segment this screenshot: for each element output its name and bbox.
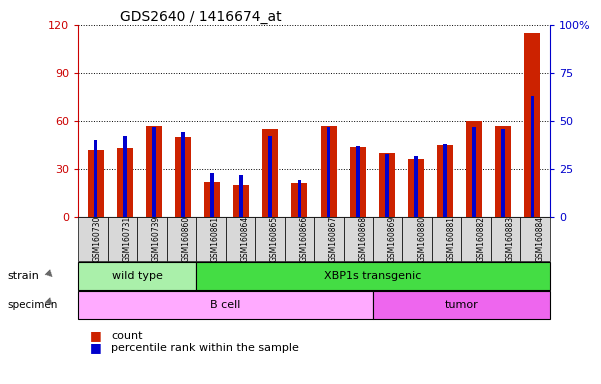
Text: GSM160884: GSM160884 — [535, 216, 544, 262]
Bar — [350, 147, 366, 217]
Bar — [531, 96, 534, 217]
Bar — [123, 136, 127, 217]
Text: tumor: tumor — [445, 300, 478, 310]
Bar — [437, 145, 453, 217]
Bar — [297, 180, 301, 217]
Bar — [414, 156, 418, 217]
Text: specimen: specimen — [7, 300, 58, 310]
Text: ▶: ▶ — [43, 296, 55, 308]
Bar — [175, 137, 191, 217]
Bar — [233, 185, 249, 217]
Text: GSM160882: GSM160882 — [476, 216, 485, 262]
Text: GSM160731: GSM160731 — [123, 216, 132, 262]
Bar — [210, 173, 214, 217]
Bar — [320, 126, 337, 217]
Text: GSM160861: GSM160861 — [211, 216, 220, 262]
Text: GSM160880: GSM160880 — [417, 216, 426, 262]
Text: GSM160867: GSM160867 — [329, 216, 338, 262]
Text: GSM160881: GSM160881 — [447, 216, 456, 262]
Bar — [94, 140, 97, 217]
Bar — [181, 132, 185, 217]
Bar — [291, 184, 308, 217]
Text: wild type: wild type — [112, 271, 162, 281]
Bar — [408, 159, 424, 217]
Text: GSM160730: GSM160730 — [93, 216, 102, 262]
Text: GDS2640 / 1416674_at: GDS2640 / 1416674_at — [120, 10, 282, 23]
Text: GSM160869: GSM160869 — [388, 216, 397, 262]
Text: GSM160883: GSM160883 — [505, 216, 514, 262]
Bar — [501, 129, 505, 217]
Text: XBP1s transgenic: XBP1s transgenic — [325, 271, 422, 281]
Bar — [239, 175, 243, 217]
Bar — [117, 148, 133, 217]
Bar — [379, 153, 395, 217]
Bar — [152, 127, 156, 217]
Text: GSM160865: GSM160865 — [270, 216, 279, 262]
Bar — [385, 154, 389, 217]
Bar — [495, 126, 511, 217]
Bar — [525, 33, 540, 217]
Text: GSM160860: GSM160860 — [182, 216, 191, 262]
Text: percentile rank within the sample: percentile rank within the sample — [111, 343, 299, 353]
Bar — [472, 127, 476, 217]
Bar — [443, 144, 447, 217]
Bar — [146, 126, 162, 217]
Text: count: count — [111, 331, 142, 341]
Bar — [466, 121, 482, 217]
Text: strain: strain — [7, 271, 39, 281]
Text: ▶: ▶ — [43, 267, 55, 280]
Bar — [356, 146, 359, 217]
Text: B cell: B cell — [210, 300, 241, 310]
Text: ■: ■ — [90, 329, 102, 343]
Bar — [88, 150, 103, 217]
Text: GSM160864: GSM160864 — [240, 216, 249, 262]
Bar — [262, 129, 278, 217]
Text: GSM160868: GSM160868 — [358, 216, 367, 262]
Text: GSM160739: GSM160739 — [152, 216, 161, 262]
Bar — [204, 182, 220, 217]
Text: ■: ■ — [90, 341, 102, 354]
Bar — [327, 127, 331, 217]
Bar — [269, 136, 272, 217]
Text: GSM160866: GSM160866 — [299, 216, 308, 262]
